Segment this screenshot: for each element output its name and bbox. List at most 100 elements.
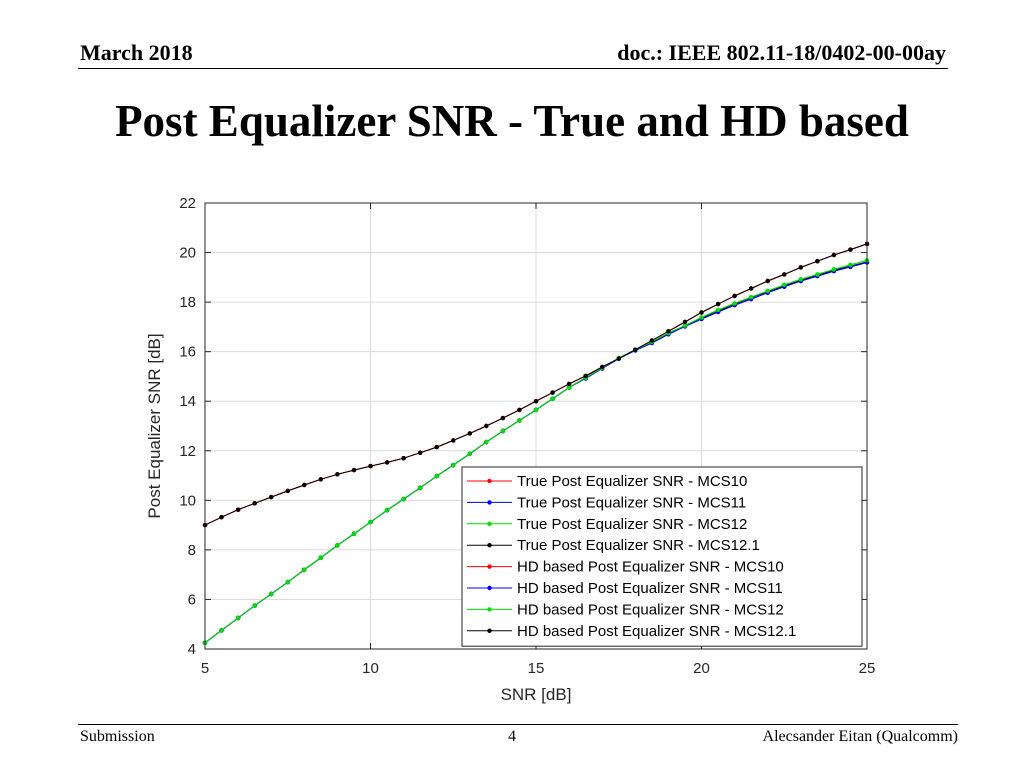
data-point [434, 473, 439, 479]
legend-box [461, 466, 863, 647]
data-point [815, 259, 820, 264]
x-tick-label: 10 [362, 660, 379, 677]
legend-item: HD based Post Equalizer SNR - MCS11 [467, 580, 783, 597]
header-doc-id: doc.: IEEE 802.11-18/0402-00-00ay [617, 40, 946, 65]
y-tick-label: 8 [188, 542, 196, 559]
data-point [566, 385, 572, 390]
data-point [335, 472, 340, 477]
data-point [335, 543, 340, 548]
data-point [500, 415, 506, 421]
y-axis-label: Post Equalizer SNR [dB] [145, 333, 164, 518]
legend-swatch-marker [487, 521, 492, 526]
header-date: March 2018 [80, 40, 193, 65]
footer-divider [78, 724, 958, 725]
legend-item: True Post Equalizer SNR - MCS12.1 [467, 537, 760, 554]
data-point [351, 467, 357, 473]
footer-author: Alecsander Eitan (Qualcomm) [762, 728, 958, 745]
data-point [517, 418, 522, 423]
data-point [600, 364, 605, 370]
data-point [682, 319, 688, 325]
data-point [782, 272, 787, 277]
data-point [649, 338, 655, 343]
legend-label: HD based Post Equalizer SNR - MCS11 [517, 580, 783, 597]
legend-item: HD based Post Equalizer SNR - MCS12 [467, 601, 784, 618]
footer-page-number: 4 [508, 728, 516, 745]
legend-item: True Post Equalizer SNR - MCS10 [467, 473, 747, 490]
y-tick-label: 12 [179, 443, 196, 460]
data-point [285, 488, 290, 494]
data-point [566, 381, 572, 387]
y-tick-label: 14 [179, 393, 196, 410]
data-point [765, 278, 770, 284]
data-point [269, 494, 274, 500]
legend-label: HD based Post Equalizer SNR - MCS12 [517, 601, 784, 618]
y-tick-label: 22 [179, 195, 196, 212]
header-divider [78, 68, 948, 69]
data-point [848, 262, 853, 268]
slide-title: Post Equalizer SNR - True and HD based [115, 96, 909, 146]
legend-swatch-marker [487, 607, 492, 612]
data-point [384, 508, 390, 513]
axis-ticks: 5 10 15 20 25 4 6 8 10 12 14 16 18 20 22 [179, 195, 875, 677]
x-tick-label: 25 [859, 660, 876, 677]
series-line [202, 241, 870, 528]
data-point [318, 477, 323, 482]
x-axis-label: SNR [dB] [501, 685, 572, 704]
data-point [252, 501, 257, 506]
y-tick-label: 18 [179, 294, 196, 311]
data-point [269, 591, 274, 597]
legend-label: True Post Equalizer SNR - MCS12 [517, 516, 747, 533]
data-point [302, 567, 307, 572]
data-point [831, 267, 837, 272]
data-point [550, 396, 555, 401]
data-point [732, 293, 737, 299]
data-point [434, 444, 439, 450]
data-point [798, 265, 803, 270]
data-point [715, 301, 721, 307]
data-point [831, 252, 837, 258]
data-point [500, 428, 506, 434]
legend-item: True Post Equalizer SNR - MCS11 [467, 494, 746, 511]
legend: True Post Equalizer SNR - MCS10 True Post… [461, 466, 863, 647]
data-point [748, 286, 754, 291]
data-point [401, 496, 406, 502]
data-point [517, 407, 522, 413]
data-point [748, 295, 754, 300]
y-tick-label: 4 [188, 641, 196, 658]
legend-item: HD based Post Equalizer SNR - MCS12.1 [467, 623, 796, 640]
legend-label: HD based Post Equalizer SNR - MCS12.1 [517, 623, 796, 640]
data-point [235, 507, 241, 512]
data-point [285, 579, 290, 585]
legend-swatch-marker [487, 478, 492, 484]
data-point [533, 407, 539, 413]
data-point [252, 603, 257, 608]
y-tick-label: 10 [179, 492, 196, 509]
y-tick-label: 16 [179, 344, 196, 361]
data-point [484, 423, 489, 429]
y-tick-label: 6 [188, 591, 196, 608]
data-point [765, 288, 770, 294]
data-point [848, 247, 853, 252]
data-point [401, 456, 406, 461]
data-point [368, 463, 373, 469]
data-point [782, 282, 787, 287]
data-point [666, 329, 671, 334]
data-point [550, 390, 555, 395]
legend-swatch-marker [487, 543, 492, 548]
legend-item: True Post Equalizer SNR - MCS12 [467, 516, 747, 533]
data-point [417, 450, 423, 455]
legend-swatch-marker [487, 564, 492, 569]
data-point [351, 531, 357, 536]
x-tick-label: 15 [528, 660, 545, 677]
data-point [467, 431, 472, 436]
footer-submission: Submission [80, 728, 155, 745]
legend-label: True Post Equalizer SNR - MCS12.1 [517, 537, 760, 554]
data-point [682, 323, 688, 328]
legend-label: True Post Equalizer SNR - MCS10 [517, 473, 747, 490]
data-point [219, 628, 224, 633]
data-point [451, 438, 456, 443]
series-lines [202, 241, 870, 645]
data-point [467, 451, 472, 456]
data-point [384, 460, 390, 465]
data-point [235, 615, 241, 621]
